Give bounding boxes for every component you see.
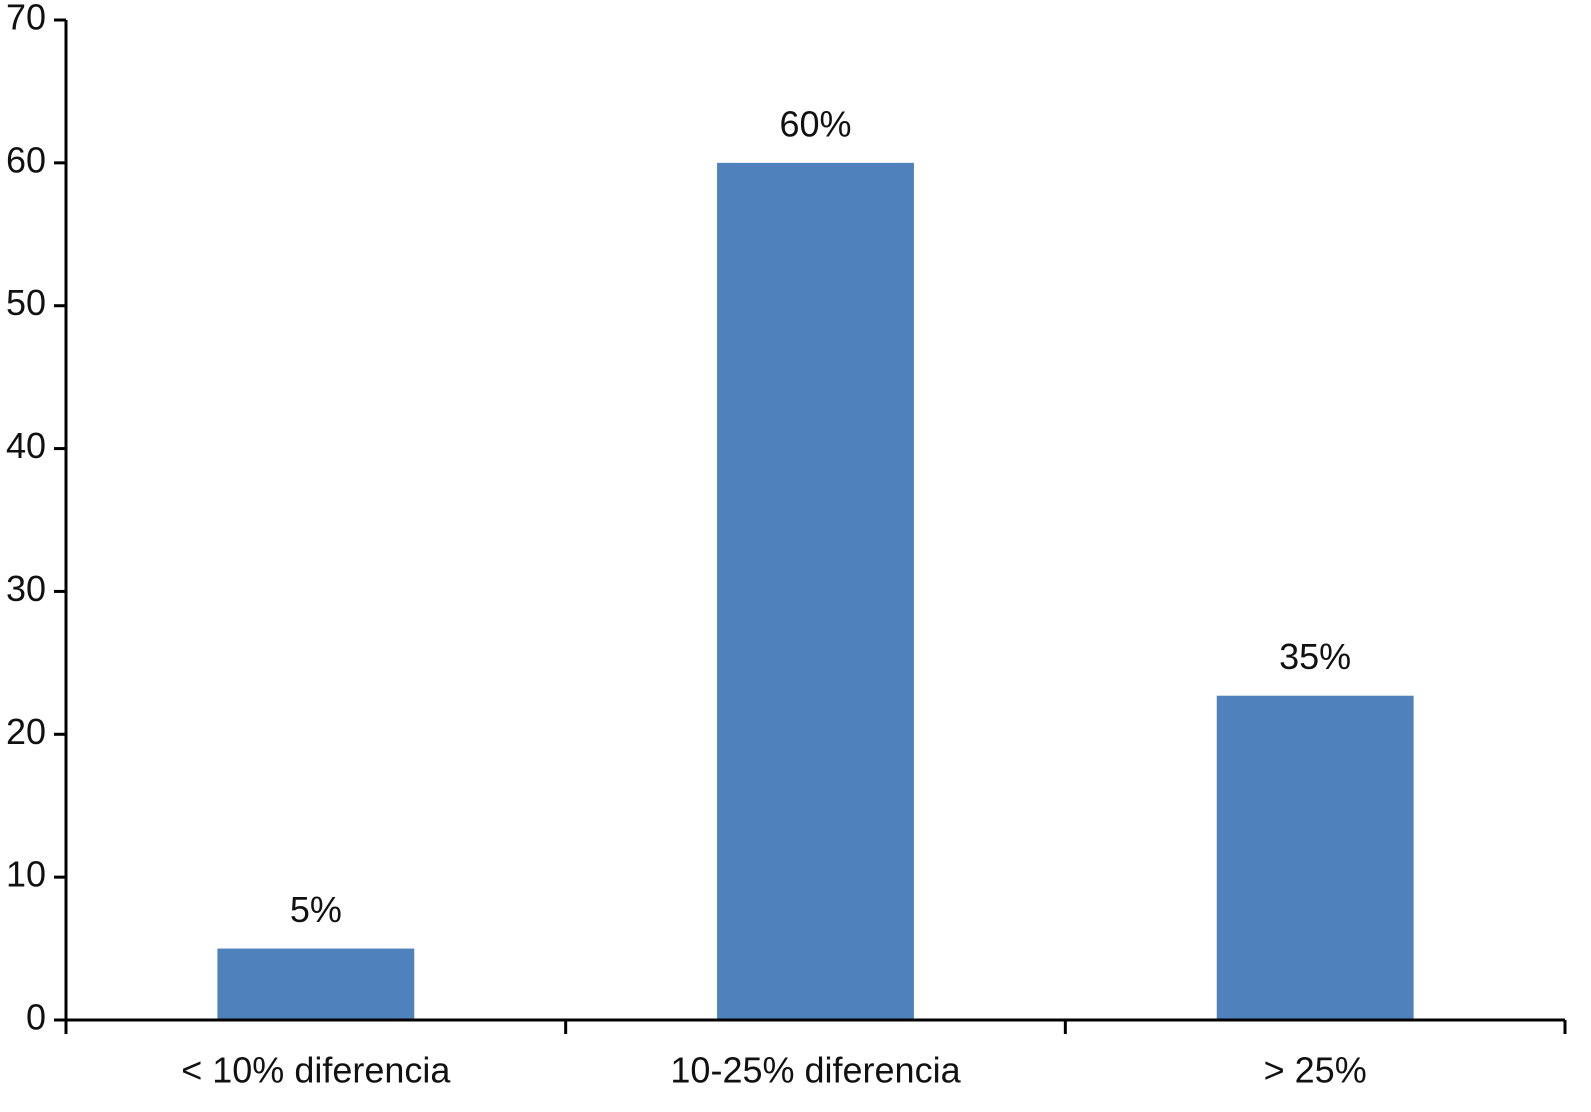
y-tick-label: 70 — [6, 0, 46, 38]
data-label: 35% — [1279, 636, 1351, 677]
bar — [717, 162, 914, 1020]
y-tick-label: 10 — [6, 854, 46, 895]
x-tick-label: < 10% diferencia — [181, 1050, 451, 1091]
y-tick-label: 60 — [6, 139, 46, 180]
bar — [1216, 695, 1414, 1020]
data-label: 60% — [779, 103, 851, 144]
x-tick-label: > 25% — [1264, 1050, 1367, 1091]
x-tick-label: 10-25% diferencia — [670, 1050, 961, 1091]
y-tick-label: 20 — [6, 711, 46, 752]
y-tick-label: 40 — [6, 425, 46, 466]
y-tick-label: 30 — [6, 568, 46, 609]
data-label: 5% — [290, 889, 342, 930]
bar — [217, 948, 415, 1020]
y-tick-label: 50 — [6, 282, 46, 323]
y-tick-label: 0 — [26, 997, 46, 1038]
